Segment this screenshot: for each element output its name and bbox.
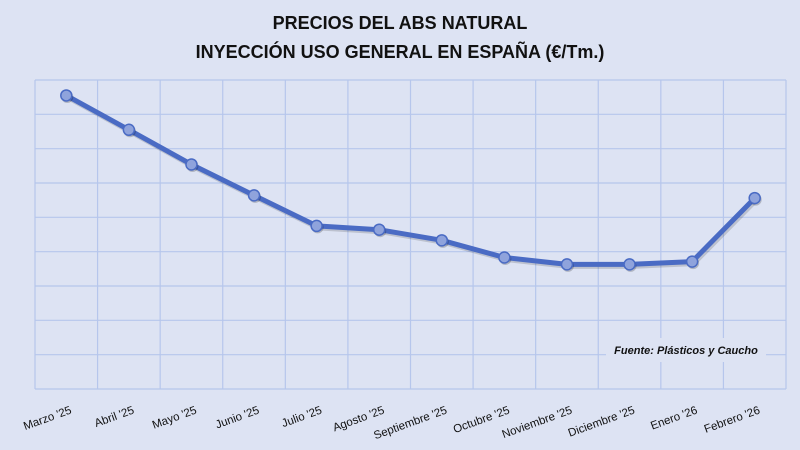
series-line-shadow [66, 95, 758, 269]
series-line [63, 92, 758, 267]
data-point [435, 234, 449, 247]
data-point [122, 123, 136, 137]
source-annotation: Fuente: Plásticos y Caucho [614, 345, 758, 357]
data-point [60, 89, 73, 102]
x-tick-label: Junio '25 [214, 405, 261, 432]
series [60, 89, 762, 272]
x-tick-label: Noviembre '25 [501, 405, 574, 442]
data-point [623, 258, 636, 271]
x-tick-label: Febrero '26 [703, 405, 762, 436]
x-tick-label: Enero '26 [649, 405, 699, 433]
x-tick-label: Mayo '25 [151, 405, 199, 432]
grid [34, 79, 787, 390]
data-point [685, 255, 699, 268]
data-point [560, 258, 574, 271]
x-axis-ticks: Marzo '25 Abril '25 Mayo '25 Junio '25 Julio… [22, 405, 762, 443]
chart-title-line-1: PRECIOS DEL ABS NATURAL [273, 13, 528, 33]
x-tick-label: Diciembre '25 [567, 405, 637, 440]
x-tick-label: Abril '25 [93, 405, 136, 430]
data-point [310, 219, 323, 233]
data-point [372, 223, 386, 236]
x-tick-label: Marzo '25 [22, 405, 73, 433]
x-tick-label: Julio '25 [280, 405, 323, 431]
source-box [606, 338, 766, 362]
data-point [185, 158, 198, 171]
data-point [498, 251, 511, 264]
data-point [247, 189, 261, 202]
data-point [748, 191, 761, 205]
chart-title-line-2: INYECCIÓN USO GENERAL EN ESPAÑA (€/Tm.) [196, 41, 605, 62]
